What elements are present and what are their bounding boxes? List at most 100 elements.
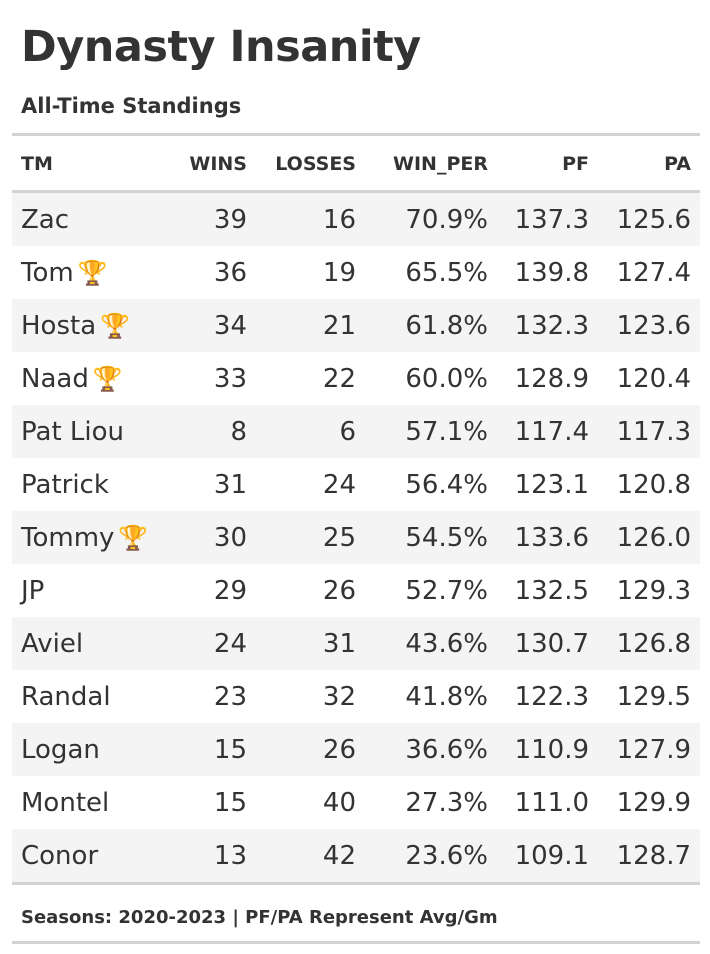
cell-win-per: 61.8%	[365, 299, 497, 352]
cell-win-per: 52.7%	[365, 564, 497, 617]
cell-pa: 129.5	[598, 670, 700, 723]
cell-losses: 19	[256, 246, 365, 299]
cell-team: Montel	[12, 776, 168, 829]
cell-wins-value: 13	[213, 840, 247, 871]
cell-losses-value: 16	[322, 204, 356, 235]
cell-win-per: 60.0%	[365, 352, 497, 405]
cell-pf-value: 139.8	[514, 257, 589, 288]
cell-pf: 109.1	[497, 829, 598, 885]
cell-losses-value: 6	[339, 416, 356, 447]
column-header-pa: PA	[598, 137, 700, 193]
trophy-icon: 🏆	[100, 311, 131, 340]
cell-losses-value: 21	[322, 310, 356, 341]
cell-losses: 16	[256, 191, 365, 246]
cell-wins: 39	[168, 191, 256, 246]
cell-pf: 132.5	[497, 564, 598, 617]
cell-pa: 127.9	[598, 723, 700, 776]
cell-pa-value: 129.3	[616, 575, 691, 606]
cell-pa-value: 126.0	[616, 522, 691, 553]
cell-team: Naad 🏆	[12, 352, 168, 405]
cell-wins-value: 33	[213, 363, 247, 394]
cell-losses-value: 22	[322, 363, 356, 394]
cell-losses: 6	[256, 405, 365, 458]
table-row: Logan 15 26 36.6% 110.9 127.9	[12, 723, 700, 776]
cell-pa-value: 120.4	[616, 363, 691, 394]
cell-wins-value: 36	[213, 257, 247, 288]
cell-pa-value: 117.3	[616, 416, 691, 447]
cell-wins-value: 39	[213, 204, 247, 235]
cell-pf-value: 111.0	[514, 787, 589, 818]
cell-pf: 111.0	[497, 776, 598, 829]
cell-pf: 110.9	[497, 723, 598, 776]
cell-team: Conor	[12, 829, 168, 885]
cell-pf-value: 117.4	[514, 416, 589, 447]
cell-wins-value: 24	[213, 628, 247, 659]
cell-pa: 129.3	[598, 564, 700, 617]
cell-pa-value: 127.9	[616, 734, 691, 765]
cell-pf-value: 132.5	[514, 575, 589, 606]
cell-wins-value: 15	[213, 734, 247, 765]
cell-pf-value: 137.3	[514, 204, 589, 235]
cell-wins: 23	[168, 670, 256, 723]
bottom-divider	[12, 941, 700, 944]
cell-team-value: Zac	[21, 204, 70, 235]
cell-win-per: 57.1%	[365, 405, 497, 458]
cell-losses: 42	[256, 829, 365, 885]
cell-pa: 120.8	[598, 458, 700, 511]
cell-losses-value: 32	[322, 681, 356, 712]
cell-wins-value: 34	[213, 310, 247, 341]
cell-pa-value: 129.5	[616, 681, 691, 712]
cell-losses-value: 42	[322, 840, 356, 871]
cell-win-per-value: 60.0%	[405, 363, 488, 394]
cell-pf: 132.3	[497, 299, 598, 352]
cell-win-per: 43.6%	[365, 617, 497, 670]
cell-win-per-value: 57.1%	[405, 416, 488, 447]
cell-win-per-value: 61.8%	[405, 310, 488, 341]
cell-pf-value: 128.9	[514, 363, 589, 394]
cell-losses: 25	[256, 511, 365, 564]
cell-pf-value: 122.3	[514, 681, 589, 712]
table-row: Tom 🏆 36 19 65.5% 139.8 127.4	[12, 246, 700, 299]
cell-wins-value: 29	[213, 575, 247, 606]
cell-pf: 137.3	[497, 191, 598, 246]
cell-losses-value: 40	[322, 787, 356, 818]
cell-team-value: Conor	[21, 840, 99, 871]
cell-pf-value: 133.6	[514, 522, 589, 553]
table-row: JP 29 26 52.7% 132.5 129.3	[12, 564, 700, 617]
cell-losses: 26	[256, 564, 365, 617]
table-row: Randal 23 32 41.8% 122.3 129.5	[12, 670, 700, 723]
cell-wins: 29	[168, 564, 256, 617]
cell-pa-value: 129.9	[616, 787, 691, 818]
trophy-icon: 🏆	[77, 258, 108, 287]
cell-wins-value: 8	[230, 416, 247, 447]
cell-pa: 127.4	[598, 246, 700, 299]
cell-wins: 31	[168, 458, 256, 511]
header-row: TM WINS LOSSES WIN_PER PF PA	[12, 137, 700, 193]
cell-win-per: 36.6%	[365, 723, 497, 776]
cell-win-per-value: 27.3%	[405, 787, 488, 818]
cell-wins-value: 30	[213, 522, 247, 553]
cell-losses-value: 31	[322, 628, 356, 659]
cell-team: Tom 🏆	[12, 246, 168, 299]
cell-win-per: 65.5%	[365, 246, 497, 299]
cell-wins: 8	[168, 405, 256, 458]
table-row: Pat Liou 8 6 57.1% 117.4 117.3	[12, 405, 700, 458]
cell-pa-value: 120.8	[616, 469, 691, 500]
cell-pf: 139.8	[497, 246, 598, 299]
table-header: TM WINS LOSSES WIN_PER PF PA	[12, 137, 700, 193]
cell-wins: 15	[168, 776, 256, 829]
table-body: Zac 39 16 70.9% 137.3 125.6 Tom 🏆 36 19 65.5% 139.8…	[12, 191, 700, 885]
cell-losses: 26	[256, 723, 365, 776]
cell-losses-value: 26	[322, 575, 356, 606]
cell-losses-value: 19	[322, 257, 356, 288]
cell-pa: 120.4	[598, 352, 700, 405]
cell-team-value: Montel	[21, 787, 110, 818]
cell-wins: 36	[168, 246, 256, 299]
cell-losses: 24	[256, 458, 365, 511]
cell-wins-value: 15	[213, 787, 247, 818]
cell-wins: 33	[168, 352, 256, 405]
cell-team-value: Randal	[21, 681, 111, 712]
column-header-win-per: WIN_PER	[365, 137, 497, 193]
cell-pf-value: 123.1	[514, 469, 589, 500]
cell-pf: 130.7	[497, 617, 598, 670]
